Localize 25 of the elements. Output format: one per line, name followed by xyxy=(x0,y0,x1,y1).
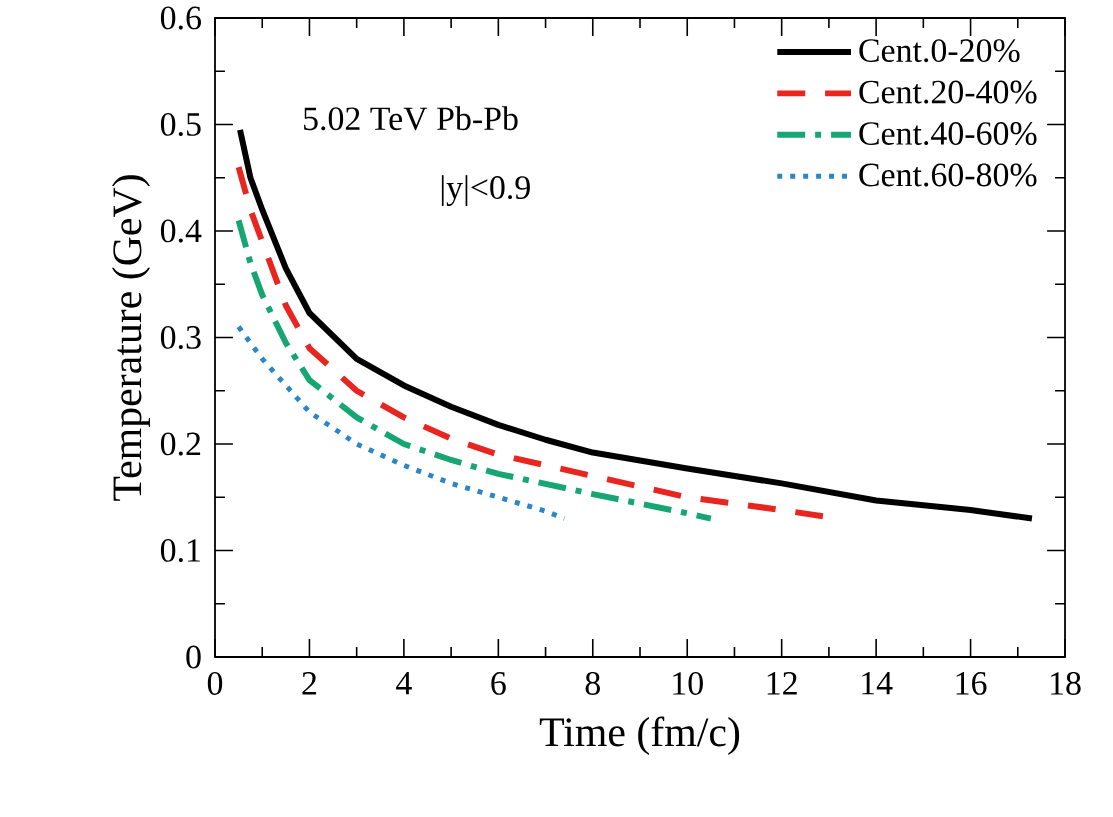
x-tick-label: 8 xyxy=(585,672,600,695)
x-tick-label: 4 xyxy=(396,672,412,695)
x-tick-label: 2 xyxy=(302,672,317,695)
y-tick-label: 0.1 xyxy=(160,538,200,562)
annotation: 5.02 TeV Pb-Pb xyxy=(304,106,518,131)
legend-label: Cent.20-40% xyxy=(859,80,1037,104)
x-tick-label: 16 xyxy=(956,672,987,695)
x-axis-title: Time (fm/c) xyxy=(539,716,740,755)
x-tick-label: 6 xyxy=(491,672,506,695)
x-tick-label: 12 xyxy=(767,672,797,695)
y-tick-label: 0 xyxy=(186,645,201,669)
legend-label: Cent.40-60% xyxy=(859,122,1037,146)
x-tick-label: 0 xyxy=(207,672,223,695)
y-axis-title: Temperature (GeV) xyxy=(112,175,150,501)
x-tick-label: 14 xyxy=(862,672,893,695)
legend-label: Cent.60-80% xyxy=(859,163,1037,187)
y-tick-label: 0.6 xyxy=(160,6,201,30)
x-tick-label: 10 xyxy=(673,672,703,695)
legend-label: Cent.0-20% xyxy=(859,39,1020,63)
annotation: |y|<0.9 xyxy=(441,175,530,206)
y-tick-label: 0.2 xyxy=(160,432,201,456)
y-tick-label: 0.4 xyxy=(160,219,202,243)
x-tick-label: 18 xyxy=(1051,672,1081,695)
y-tick-label: 0.5 xyxy=(160,113,201,136)
y-tick-label: 0.3 xyxy=(160,325,201,349)
